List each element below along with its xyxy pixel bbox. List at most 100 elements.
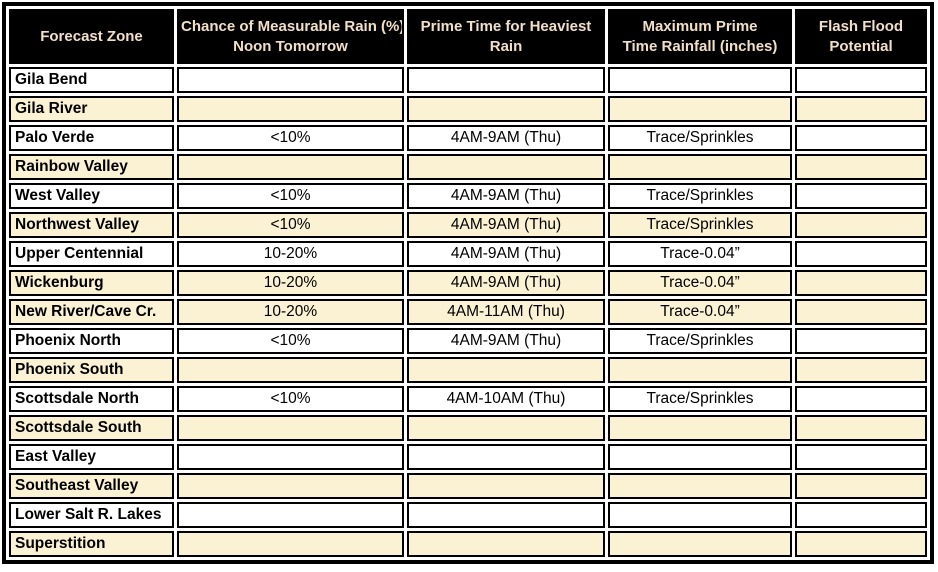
header-line: Noon Tomorrow (233, 37, 348, 55)
zone-cell: East Valley (9, 444, 174, 470)
chance-cell: 10-20% (177, 241, 404, 267)
max-rainfall-cell (608, 67, 792, 93)
table-row: New River/Cave Cr. 10-20% 4AM-11AM (Thu) Tr… (9, 299, 927, 325)
max-rainfall-cell (608, 473, 792, 499)
table-row: Rainbow Valley (9, 154, 927, 180)
table-row: Palo Verde <10% 4AM-9AM (Thu) Trace/Sprinkl… (9, 125, 927, 151)
zone-cell: Lower Salt R. Lakes (9, 502, 174, 528)
header-line: Potential (829, 37, 893, 55)
flash-flood-cell (795, 241, 927, 267)
zone-cell: Northwest Valley (9, 212, 174, 238)
chance-cell (177, 473, 404, 499)
max-rainfall-cell (608, 96, 792, 122)
max-rainfall-cell (608, 502, 792, 528)
zone-cell: Phoenix North (9, 328, 174, 354)
prime-time-cell: 4AM-9AM (Thu) (407, 328, 605, 354)
flash-flood-cell (795, 473, 927, 499)
header-line: Time Rainfall (inches) (622, 37, 778, 55)
table-row: Phoenix North <10% 4AM-9AM (Thu) Trace/Spri… (9, 328, 927, 354)
table-row: East Valley (9, 444, 927, 470)
max-rainfall-cell (608, 415, 792, 441)
prime-time-cell (407, 415, 605, 441)
flash-flood-cell (795, 502, 927, 528)
forecast-table: Forecast Zone Chance of Measurable Rain … (6, 6, 930, 560)
max-rainfall-cell: Trace-0.04” (608, 241, 792, 267)
max-rainfall-cell (608, 444, 792, 470)
prime-time-cell (407, 531, 605, 557)
max-rainfall-cell: Trace-0.04” (608, 299, 792, 325)
chance-cell: <10% (177, 386, 404, 412)
prime-time-cell: 4AM-9AM (Thu) (407, 241, 605, 267)
table-row: Superstition (9, 531, 927, 557)
zone-cell: Gila River (9, 96, 174, 122)
max-rainfall-cell (608, 357, 792, 383)
header-line: Forecast Zone (40, 27, 143, 45)
header-chance-of-rain: Chance of Measurable Rain (%) Noon Tomor… (177, 9, 404, 64)
table-row: Scottsdale South (9, 415, 927, 441)
flash-flood-cell (795, 67, 927, 93)
prime-time-cell: 4AM-11AM (Thu) (407, 299, 605, 325)
table-body: Gila Bend Gila River Palo Verde <10% 4AM-9AM… (9, 67, 927, 557)
header-max-rainfall: Maximum Prime Time Rainfall (inches) (608, 9, 792, 64)
chance-cell: 10-20% (177, 270, 404, 296)
header-prime-time: Prime Time for Heaviest Rain (407, 9, 605, 64)
flash-flood-cell (795, 270, 927, 296)
max-rainfall-cell (608, 531, 792, 557)
max-rainfall-cell: Trace/Sprinkles (608, 125, 792, 151)
flash-flood-cell (795, 386, 927, 412)
flash-flood-cell (795, 125, 927, 151)
max-rainfall-cell: Trace-0.04” (608, 270, 792, 296)
zone-cell: Gila Bend (9, 67, 174, 93)
chance-cell: <10% (177, 125, 404, 151)
table-row: Phoenix South (9, 357, 927, 383)
zone-cell: Scottsdale South (9, 415, 174, 441)
zone-cell: Wickenburg (9, 270, 174, 296)
flash-flood-cell (795, 328, 927, 354)
prime-time-cell (407, 154, 605, 180)
flash-flood-cell (795, 183, 927, 209)
prime-time-cell (407, 357, 605, 383)
zone-cell: Upper Centennial (9, 241, 174, 267)
header-line: Flash Flood (818, 17, 904, 35)
prime-time-cell (407, 444, 605, 470)
flash-flood-cell (795, 357, 927, 383)
flash-flood-cell (795, 531, 927, 557)
max-rainfall-cell: Trace/Sprinkles (608, 212, 792, 238)
header-row: Forecast Zone Chance of Measurable Rain … (9, 9, 927, 64)
zone-cell: Southeast Valley (9, 473, 174, 499)
prime-time-cell (407, 67, 605, 93)
chance-cell (177, 444, 404, 470)
prime-time-cell (407, 473, 605, 499)
chance-cell (177, 154, 404, 180)
table-row: Upper Centennial 10-20% 4AM-9AM (Thu) Trace… (9, 241, 927, 267)
table-row: Scottsdale North <10% 4AM-10AM (Thu) Trace/… (9, 386, 927, 412)
header-forecast-zone: Forecast Zone (9, 9, 174, 64)
header-line: Chance of Measurable Rain (%) (181, 17, 404, 35)
chance-cell (177, 531, 404, 557)
chance-cell: <10% (177, 212, 404, 238)
header-line: Rain (489, 37, 523, 55)
flash-flood-cell (795, 154, 927, 180)
forecast-table-frame: Forecast Zone Chance of Measurable Rain … (2, 2, 934, 564)
table-row: Southeast Valley (9, 473, 927, 499)
flash-flood-cell (795, 299, 927, 325)
prime-time-cell (407, 502, 605, 528)
chance-cell (177, 415, 404, 441)
flash-flood-cell (795, 212, 927, 238)
table-row: Lower Salt R. Lakes (9, 502, 927, 528)
prime-time-cell: 4AM-10AM (Thu) (407, 386, 605, 412)
chance-cell: 10-20% (177, 299, 404, 325)
table-header: Forecast Zone Chance of Measurable Rain … (9, 9, 927, 64)
flash-flood-cell (795, 444, 927, 470)
header-flash-flood: Flash Flood Potential (795, 9, 927, 64)
prime-time-cell: 4AM-9AM (Thu) (407, 270, 605, 296)
max-rainfall-cell: Trace/Sprinkles (608, 183, 792, 209)
zone-cell: Phoenix South (9, 357, 174, 383)
table-row: Wickenburg 10-20% 4AM-9AM (Thu) Trace-0.04” (9, 270, 927, 296)
zone-cell: New River/Cave Cr. (9, 299, 174, 325)
max-rainfall-cell: Trace/Sprinkles (608, 386, 792, 412)
zone-cell: Scottsdale North (9, 386, 174, 412)
chance-cell: <10% (177, 183, 404, 209)
chance-cell (177, 96, 404, 122)
